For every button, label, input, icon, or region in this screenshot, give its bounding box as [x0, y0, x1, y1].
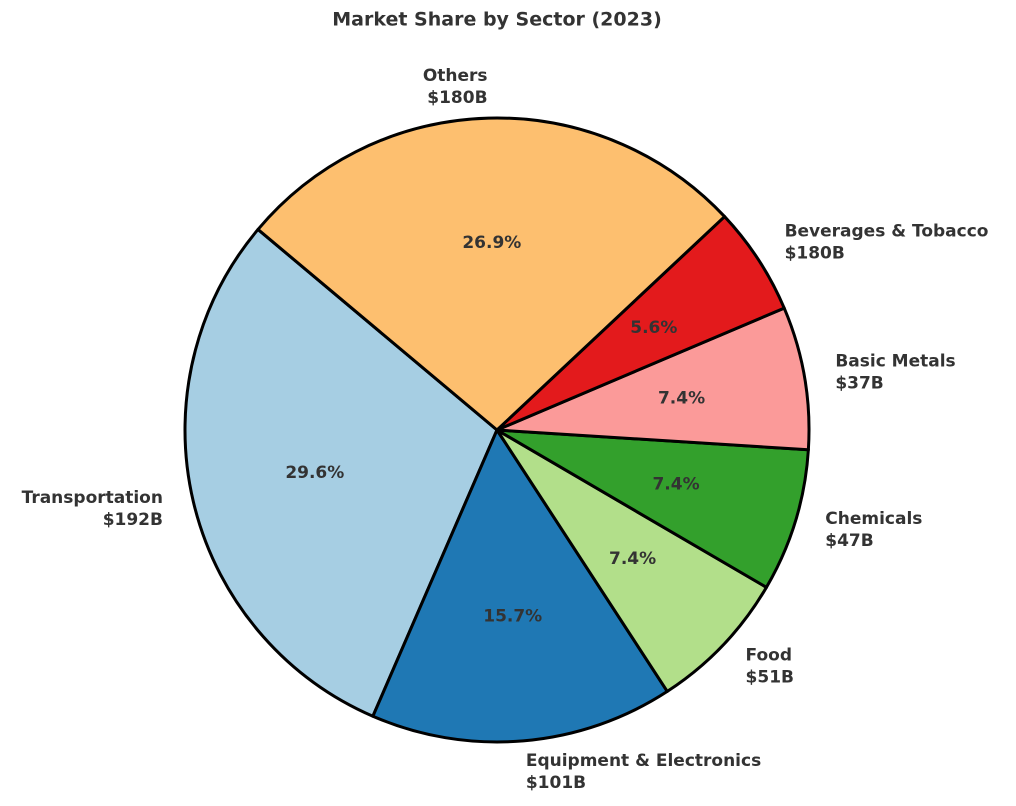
value-label: 26.9%: [462, 233, 521, 253]
amount-label: $37B: [835, 373, 883, 393]
amount-label: $180B: [427, 88, 487, 108]
pie-slice: [495, 306, 811, 452]
category-label: Transportation: [22, 488, 163, 508]
category-label: Basic Metals: [835, 351, 955, 371]
category-label: Equipment & Electronics: [526, 751, 761, 771]
amount-label: $51B: [746, 668, 794, 688]
pie-slice: [495, 428, 810, 589]
category-label: Beverages & Tobacco: [785, 222, 989, 242]
amount-label: $101B: [526, 773, 586, 793]
category-label: Food: [746, 646, 792, 666]
pie-slice: [256, 116, 727, 432]
value-label: 29.6%: [285, 463, 344, 483]
amount-label: $180B: [785, 244, 845, 264]
pie-slice: [371, 428, 669, 744]
amount-label: $192B: [103, 510, 163, 530]
value-label: 7.4%: [658, 389, 705, 409]
value-label: 7.4%: [609, 549, 656, 569]
pie-slice: [183, 227, 499, 718]
value-label: 5.6%: [630, 318, 677, 338]
category-label: Others: [423, 66, 488, 86]
value-label: 7.4%: [652, 475, 699, 495]
amount-label: $47B: [825, 531, 873, 551]
category-label: Chemicals: [825, 509, 922, 529]
pie-slice: [495, 428, 768, 693]
value-label: 15.7%: [483, 607, 542, 627]
chart-title: Market Share by Sector (2023): [332, 9, 662, 31]
